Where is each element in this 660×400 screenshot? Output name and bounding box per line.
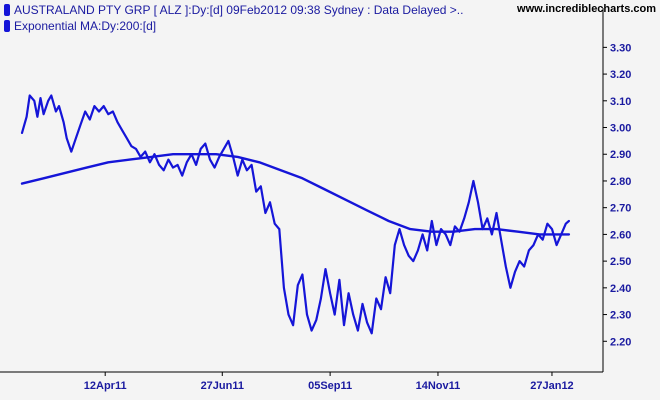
site-watermark: www.incrediblecharts.com (517, 3, 656, 15)
y-tick-label: 3.20 (610, 69, 631, 81)
legend-price-label: AUSTRALAND PTY GRP [ ALZ ]:Dy:[d] 09Feb2… (14, 3, 464, 17)
x-tick-label: 12Apr11 (84, 380, 127, 392)
y-tick-label: 2.30 (610, 310, 631, 322)
y-tick-label: 2.40 (610, 283, 631, 295)
y-tick-label: 3.10 (610, 96, 631, 108)
y-tick-label: 3.30 (610, 42, 631, 54)
y-tick-label: 2.20 (610, 336, 631, 348)
legend-price: AUSTRALAND PTY GRP [ ALZ ]:Dy:[d] 09Feb2… (4, 2, 463, 18)
legend-price-swatch (4, 4, 10, 16)
y-tick-label: 2.60 (610, 229, 631, 241)
x-tick-label: 27Jan12 (530, 380, 573, 392)
x-tick-label: 05Sep11 (308, 380, 352, 392)
series-line-price (20, 94, 570, 335)
x-tick-label: 14Nov11 (416, 380, 461, 392)
y-tick-label: 2.90 (610, 149, 631, 161)
legend-ema: Exponential MA:Dy:200:[d] (4, 18, 156, 34)
y-tick-label: 2.50 (610, 256, 631, 268)
series-line-ema (20, 153, 571, 236)
price-layer (20, 94, 570, 335)
axis-layer: 2.20 2.30 2.40 2.50 2.60 2.70 2.80 2.90 3.00 3.10… (0, 8, 631, 392)
y-tick-label: 3.00 (610, 123, 631, 135)
y-tick-label: 2.80 (610, 176, 631, 188)
x-tick-label: 27Jun11 (201, 380, 244, 392)
legend-ema-swatch (4, 20, 10, 32)
legend-ema-label: Exponential MA:Dy:200:[d] (14, 19, 157, 33)
y-tick-label: 2.70 (610, 203, 631, 215)
ema-layer (20, 153, 571, 236)
